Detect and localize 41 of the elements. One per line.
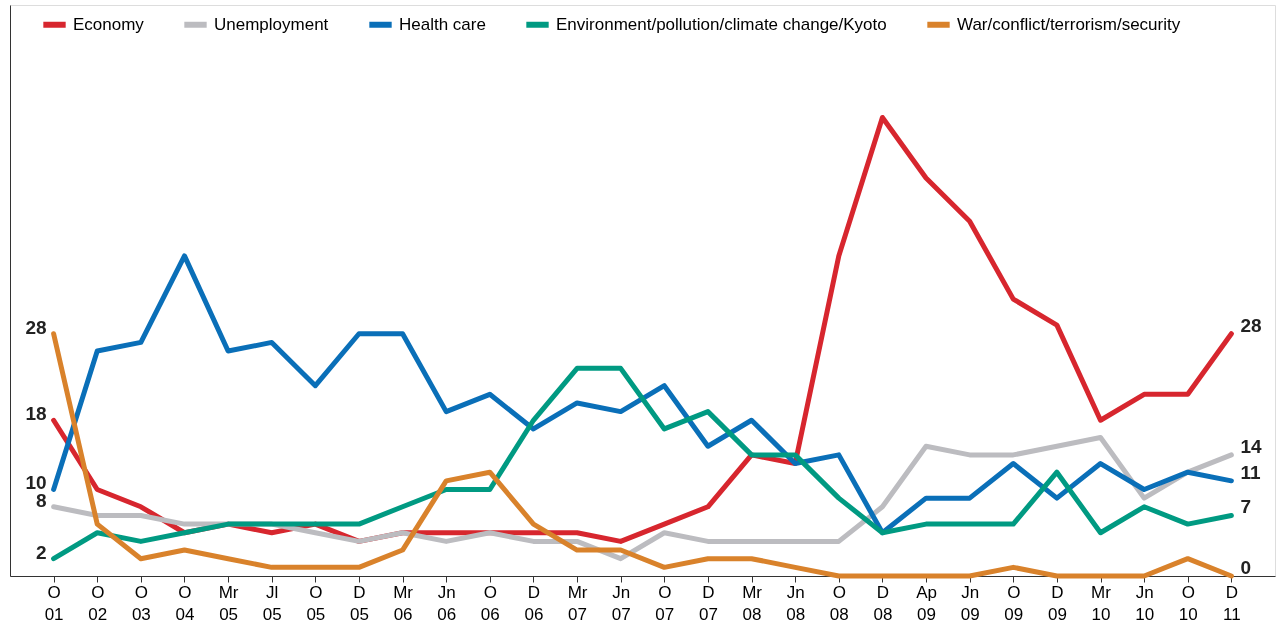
x-tick-label: Mr 07: [567, 582, 588, 624]
data-label: 2: [36, 541, 47, 563]
x-tick-label: D 07: [698, 582, 718, 624]
x-tick-label: Jn 06: [437, 582, 457, 624]
x-tick-label: D 05: [350, 582, 369, 624]
legend-label: Unemployment: [214, 14, 329, 34]
x-tick-label: Mr 05: [218, 582, 239, 624]
data-label: 18: [25, 403, 47, 425]
legend-label: Health care: [399, 14, 486, 34]
data-label: 28: [1240, 314, 1262, 336]
legend-label: Economy: [73, 14, 145, 34]
x-tick-label: O 07: [655, 582, 675, 624]
x-tick-label: Mr 10: [1091, 582, 1112, 624]
x-tick-label: D 06: [524, 582, 544, 624]
x-tick-label: O 03: [131, 582, 151, 624]
x-tick-label: Mr 06: [393, 582, 414, 624]
x-tick-label: O 05: [306, 582, 326, 624]
legend-label: War/conflict/terrorism/security: [957, 14, 1181, 34]
x-tick-label: O 01: [44, 582, 64, 624]
x-tick-label: Jn 08: [786, 582, 806, 624]
x-tick-label: O 02: [88, 582, 108, 624]
data-label: 28: [25, 316, 47, 338]
x-tick-label: O 08: [829, 582, 849, 624]
x-tick-label: O 09: [1004, 582, 1024, 624]
data-label: 14: [1240, 435, 1262, 457]
data-label: 11: [1240, 461, 1261, 483]
x-tick-label: Jn 07: [611, 582, 631, 624]
x-tick-label: Jn 10: [1135, 582, 1155, 624]
data-label: 0: [1240, 557, 1251, 578]
x-tick-label: Ap 09: [916, 582, 937, 624]
x-tick-label: Jl 05: [262, 582, 282, 624]
x-tick-label: Mr 08: [742, 582, 763, 624]
x-tick-label: D 09: [1047, 582, 1067, 624]
x-tick-label: D 08: [873, 582, 893, 624]
legend-label: Environment/pollution/climate change/Kyoto: [556, 14, 887, 34]
x-tick-label: Jn 09: [960, 582, 980, 624]
x-tick-label: O 04: [175, 582, 195, 624]
x-tick-label: O 10: [1178, 582, 1198, 624]
x-tick-label: D 11: [1223, 582, 1241, 624]
x-tick-label: O 06: [480, 582, 500, 624]
data-label: 7: [1240, 496, 1251, 518]
